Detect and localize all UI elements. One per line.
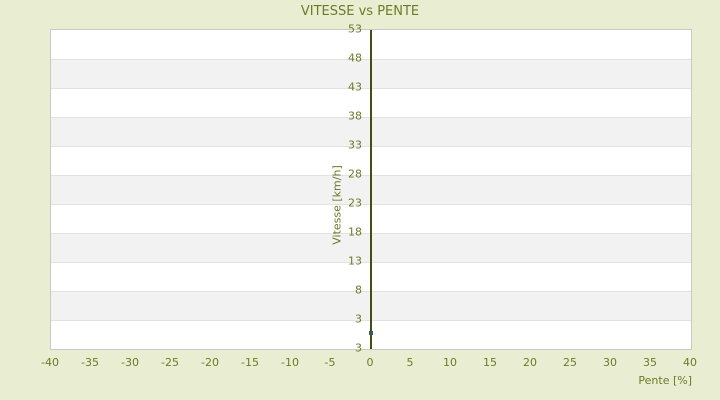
x-tick-label: 30 [603, 356, 617, 369]
y-tick-label: 3 [355, 312, 362, 326]
x-tick-label: -20 [201, 356, 219, 369]
x-tick-label: 35 [643, 356, 657, 369]
x-tick-label: -35 [81, 356, 99, 369]
y-axis-title: Vitesse [km/h] [330, 165, 344, 245]
y-tick-label: 43 [348, 80, 362, 94]
x-tick-label: 0 [366, 356, 374, 369]
data-point-marker [369, 331, 373, 336]
y-tick-label: 28 [348, 167, 362, 181]
y-tick-label: 3 [355, 341, 362, 355]
x-tick-label: -10 [281, 356, 299, 369]
chart-title: VITESSE vs PENTE [300, 4, 420, 19]
x-tick-label: 10 [443, 356, 457, 369]
y-tick-label: 13 [348, 254, 362, 268]
y-tick-label: 53 [348, 22, 362, 36]
x-tick-label: 5 [406, 356, 414, 369]
y-tick-label: 38 [348, 109, 362, 123]
x-tick-label: -30 [121, 356, 139, 369]
x-tick-label: -5 [324, 356, 336, 369]
y-tick-label: 23 [348, 196, 362, 210]
x-tick-label: 20 [523, 356, 537, 369]
x-tick-label: 15 [483, 356, 497, 369]
x-tick-label: -15 [241, 356, 259, 369]
y-tick-label: 48 [348, 51, 362, 65]
y-tick-label: 18 [348, 225, 362, 239]
x-tick-label: -40 [41, 356, 59, 369]
plot-area [50, 29, 692, 350]
x-tick-label: 25 [563, 356, 577, 369]
x-tick-label: 40 [683, 356, 697, 369]
y-axis-line [370, 30, 372, 349]
y-tick-label: 8 [355, 283, 362, 297]
x-tick-label: -25 [161, 356, 179, 369]
x-axis-title: Pente [%] [638, 374, 692, 387]
y-tick-label: 33 [348, 138, 362, 152]
